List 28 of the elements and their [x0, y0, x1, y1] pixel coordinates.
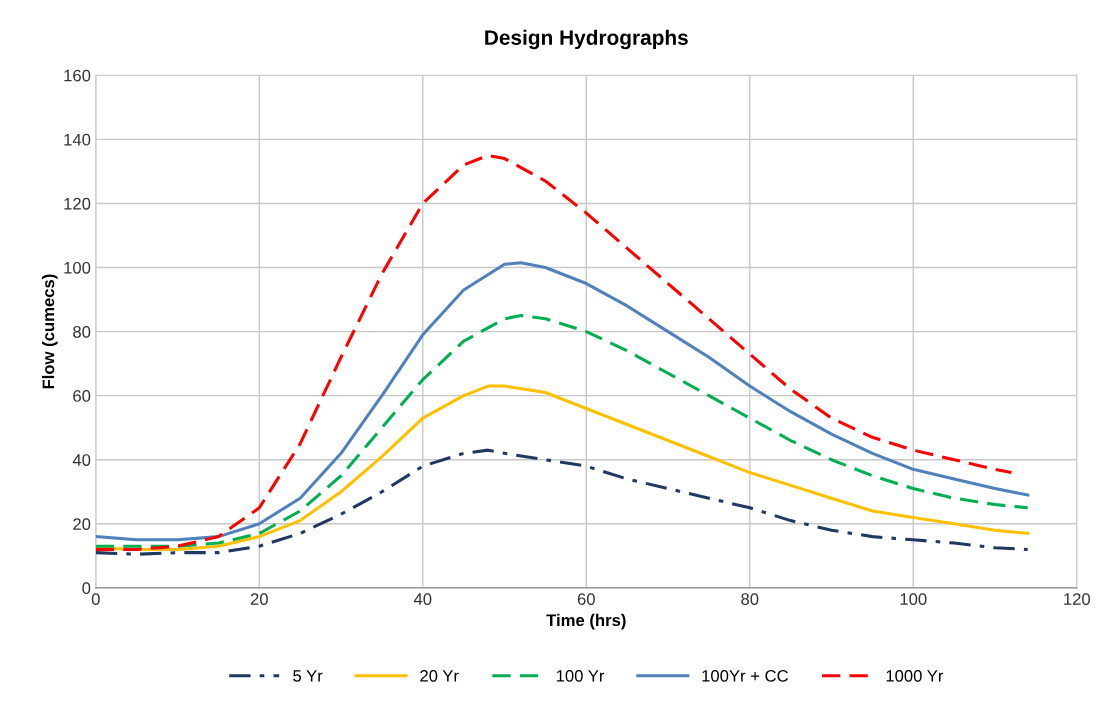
x-tick-label: 0 — [91, 593, 100, 605]
x-tick-label: 40 — [413, 593, 432, 605]
x-tick-label: 100 — [900, 593, 927, 605]
y-tick-label: 0 — [82, 582, 91, 595]
y-tick-label: 140 — [64, 133, 91, 146]
legend-label: 20 Yr — [420, 669, 459, 682]
line-series — [95, 153, 1013, 551]
line-series — [95, 314, 1030, 548]
x-tick-label: 60 — [577, 593, 595, 605]
legend-label: 1000 Yr — [886, 669, 944, 682]
y-tick-label: 100 — [64, 261, 91, 274]
y-tick-label: 20 — [73, 518, 91, 531]
y-tick-label: 160 — [64, 69, 91, 82]
legend-label: 100Yr + CC — [702, 669, 789, 682]
y-tick-label: 40 — [72, 454, 91, 466]
y-tick-label: 60 — [73, 390, 91, 402]
chart-title: Design Hydrographs — [485, 29, 688, 50]
line-series — [95, 261, 1030, 542]
legend-label: 5 Yr — [293, 670, 323, 682]
y-axis-title: Flow (cumecs) — [42, 274, 58, 389]
y-tick-label: 120 — [64, 197, 91, 210]
x-tick-label: 20 — [250, 593, 268, 605]
x-tick-label: 80 — [741, 593, 759, 605]
x-tick-label: 120 — [1064, 593, 1091, 605]
y-tick-label: 80 — [73, 325, 91, 338]
x-axis-title: Time (hrs) — [546, 613, 626, 630]
legend-label: 100 Yr — [556, 669, 605, 682]
line-series — [95, 448, 1030, 556]
